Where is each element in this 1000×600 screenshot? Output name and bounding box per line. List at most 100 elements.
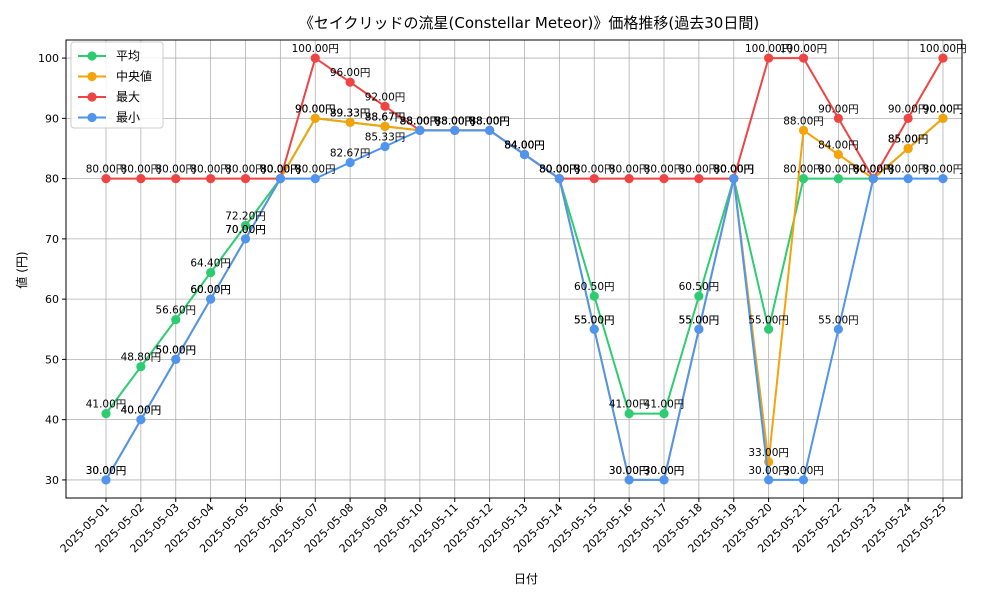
data-point <box>833 174 843 184</box>
data-point <box>310 113 320 123</box>
data-label: 41.00円 <box>86 399 127 411</box>
data-label: 80.00円 <box>121 164 162 176</box>
data-label: 80.00円 <box>853 164 894 176</box>
data-labels: 41.00円 48.80円 56.60円 64.40円 72.20円 80.00円 90.0… <box>86 43 967 477</box>
data-label: 30.00円 <box>86 465 127 477</box>
data-label: 30.00円 <box>609 465 650 477</box>
data-point <box>694 291 704 301</box>
data-label: 80.00円 <box>295 164 336 176</box>
data-label: 72.20円 <box>225 211 266 223</box>
data-label: 80.00円 <box>86 164 127 176</box>
data-label: 80.00円 <box>713 164 754 176</box>
data-label: 88.00円 <box>783 115 824 127</box>
y-tick-label: 30 <box>45 474 59 487</box>
data-label: 84.00円 <box>818 140 859 152</box>
data-point <box>101 409 111 419</box>
data-point <box>903 143 913 154</box>
data-label: 80.00円 <box>539 164 580 176</box>
legend-label: 最小 <box>116 111 140 125</box>
y-axis: 30 40 50 60 70 80 90 100 <box>38 52 66 487</box>
y-tick-label: 100 <box>38 52 59 65</box>
data-label: 84.00円 <box>504 140 545 152</box>
data-label: 80.00円 <box>853 164 894 176</box>
data-label: 90.00円 <box>295 103 336 115</box>
data-point <box>310 53 320 63</box>
data-label: 100.00円 <box>292 43 339 55</box>
data-label: 80.00円 <box>853 164 894 176</box>
data-label: 88.67円 <box>365 111 406 123</box>
data-label: 70.00円 <box>225 224 266 236</box>
data-point <box>310 174 320 184</box>
data-label: 88.00円 <box>400 115 441 127</box>
data-label: 80.00円 <box>853 164 894 176</box>
data-label: 60.50円 <box>679 281 720 293</box>
legend-label: 最大 <box>116 90 140 104</box>
data-point <box>903 113 913 123</box>
data-label: 55.00円 <box>679 314 720 326</box>
data-point <box>868 174 878 184</box>
data-label: 88.00円 <box>434 115 475 127</box>
data-point <box>415 125 425 135</box>
data-label: 88.00円 <box>434 115 475 127</box>
data-label: 80.00円 <box>539 164 580 176</box>
data-point <box>798 125 809 135</box>
data-point <box>485 125 495 135</box>
data-label: 100.00円 <box>919 43 966 55</box>
data-label: 89.33円 <box>330 107 371 119</box>
data-label: 60.50円 <box>574 281 615 293</box>
chart-title: 《セイクリッドの流星(Constellar Meteor)》価格推移(過去30日… <box>299 14 759 32</box>
data-label: 90.00円 <box>923 103 964 115</box>
data-label: 55.00円 <box>818 314 859 326</box>
data-point <box>764 475 774 485</box>
y-tick-label: 40 <box>45 414 59 427</box>
data-point <box>136 174 146 184</box>
data-point <box>938 53 948 63</box>
data-point <box>345 157 355 168</box>
legend-marker <box>87 51 97 61</box>
data-label: 80.00円 <box>888 164 929 176</box>
data-label: 90.00円 <box>923 103 964 115</box>
data-label: 92.00円 <box>365 91 406 103</box>
y-tick-label: 80 <box>45 173 59 186</box>
data-label: 80.00円 <box>190 164 231 176</box>
data-point <box>519 149 530 160</box>
data-label: 80.00円 <box>644 164 685 176</box>
data-label: 80.00円 <box>783 164 824 176</box>
data-label: 56.60円 <box>155 305 196 317</box>
y-tick-label: 70 <box>45 233 59 246</box>
data-point <box>798 53 809 63</box>
data-point <box>345 77 355 87</box>
data-point <box>589 324 599 334</box>
data-point <box>171 354 181 364</box>
data-point <box>240 221 251 231</box>
data-point <box>938 174 948 184</box>
data-label: 33.00円 <box>748 447 789 459</box>
data-point <box>380 121 390 131</box>
data-label: 80.00円 <box>818 164 859 176</box>
data-point <box>624 409 634 419</box>
x-axis: 2025-05-012025-05-022025-05-032025-05-04… <box>58 498 949 555</box>
data-label: 64.40円 <box>190 258 231 270</box>
data-point <box>624 475 634 485</box>
data-label: 55.00円 <box>574 314 615 326</box>
data-point <box>938 113 948 123</box>
y-tick-label: 60 <box>45 293 59 306</box>
data-point <box>624 174 634 184</box>
y-axis-label: 値 (円) <box>14 251 29 288</box>
data-label: 80.00円 <box>225 164 266 176</box>
data-label: 88.00円 <box>434 115 475 127</box>
data-label: 88.00円 <box>400 115 441 127</box>
data-label: 48.80円 <box>121 352 162 364</box>
data-label: 85.33円 <box>365 131 406 143</box>
data-point <box>694 174 704 184</box>
series-group <box>101 53 948 485</box>
data-label: 88.00円 <box>434 115 475 127</box>
data-point <box>589 174 599 184</box>
data-label: 90.00円 <box>818 103 859 115</box>
data-point <box>764 324 774 334</box>
data-label: 85.00円 <box>888 133 929 145</box>
data-point <box>833 149 843 160</box>
data-label: 30.00円 <box>644 465 685 477</box>
data-label: 80.00円 <box>260 164 301 176</box>
